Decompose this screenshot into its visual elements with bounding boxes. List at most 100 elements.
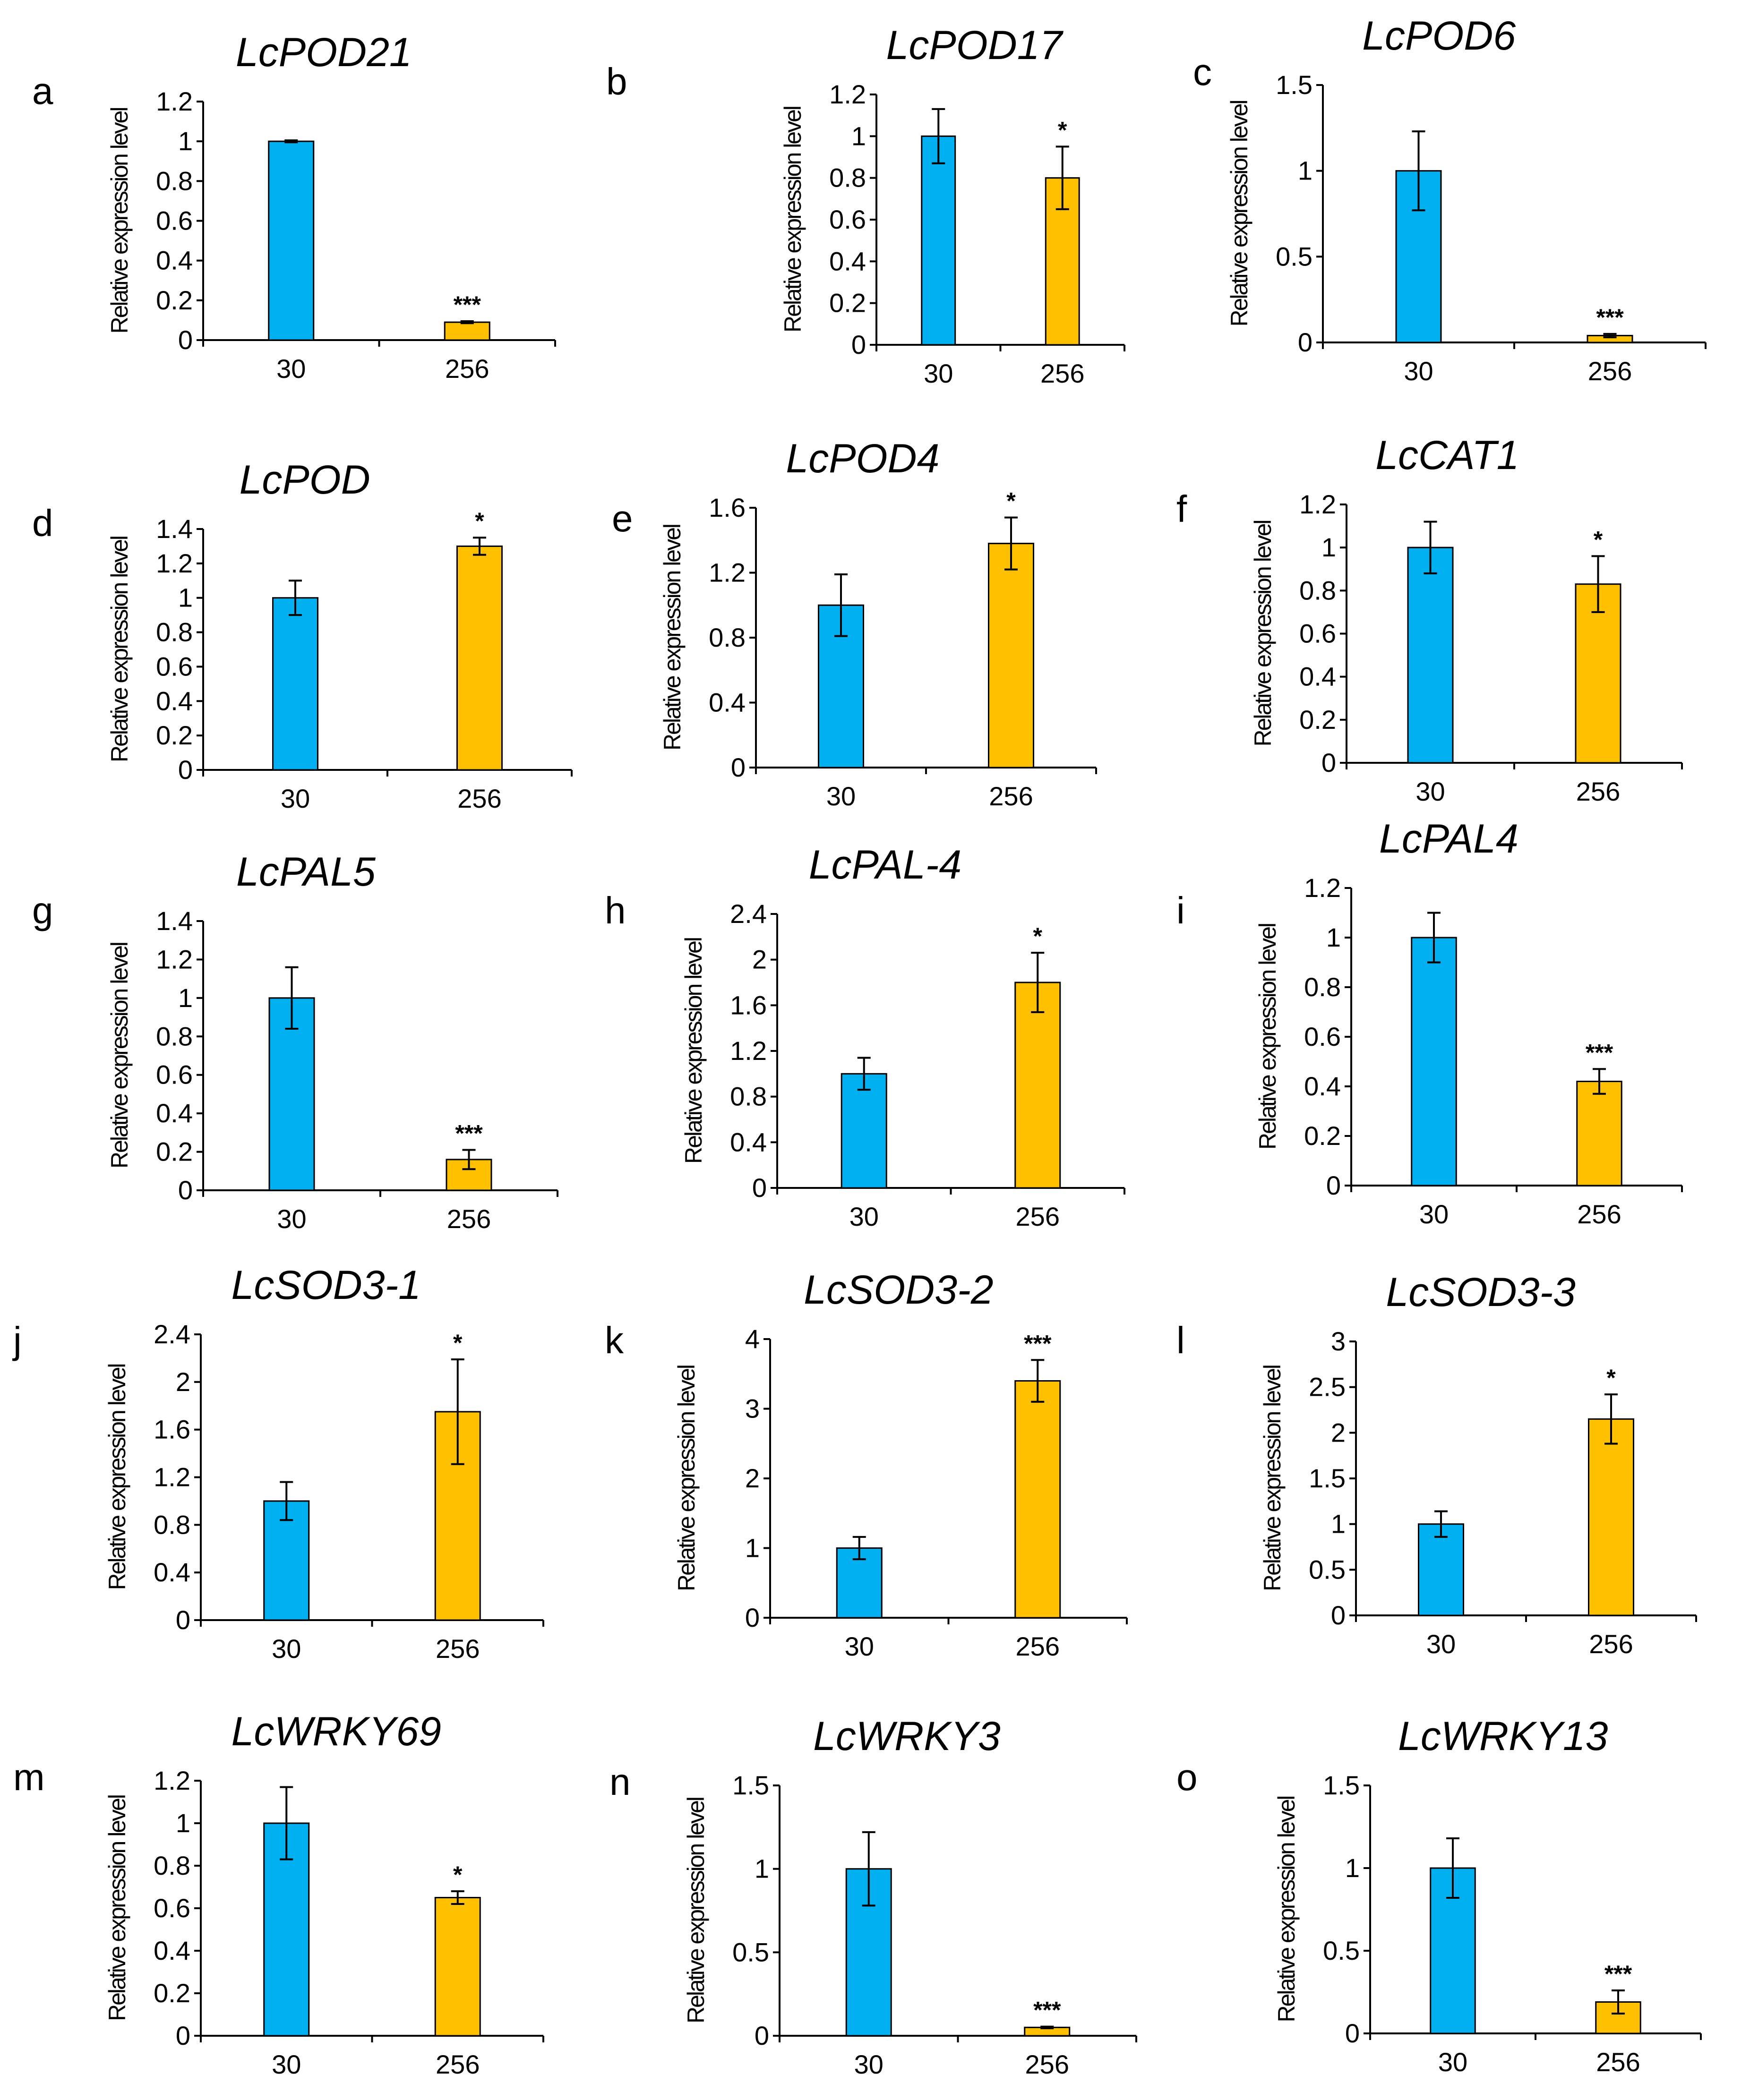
y-tick-label: 0.2 bbox=[156, 1137, 193, 1167]
y-axis-label: Relative expression level bbox=[683, 1798, 709, 2023]
x-category-label: 256 bbox=[1577, 1199, 1621, 1229]
y-tick-label: 0.4 bbox=[156, 1098, 193, 1128]
bar-256 bbox=[1014, 1380, 1061, 1619]
y-tick-label: 0 bbox=[755, 2021, 769, 2050]
y-tick-label: 1 bbox=[1326, 922, 1341, 952]
chart-title: LcPOD4 bbox=[786, 436, 939, 481]
panel-letter: o bbox=[1176, 1756, 1198, 1798]
y-tick-label: 0 bbox=[745, 1603, 760, 1632]
x-category-label: 256 bbox=[1576, 777, 1620, 806]
significance-mark: *** bbox=[1033, 1997, 1061, 2023]
panel-l: l LcSOD3-3 Relative expression level 0 0.5 1 1… bbox=[1176, 1270, 1697, 1659]
y-tick-label: 1 bbox=[178, 126, 193, 156]
significance-mark: * bbox=[453, 1330, 463, 1356]
significance-mark: *** bbox=[1604, 1961, 1632, 1987]
bar-30 bbox=[1418, 1523, 1464, 1616]
chart-title: LcPOD bbox=[240, 457, 370, 503]
panel-b: b LcPOD17 Relative expression level 0 0.2 0.4… bbox=[606, 23, 1125, 388]
y-tick-label: 1 bbox=[176, 1808, 190, 1838]
y-tick-label: 0.8 bbox=[1299, 575, 1336, 605]
y-tick-label: 2 bbox=[745, 1463, 760, 1493]
y-tick-label: 0.4 bbox=[1299, 662, 1336, 691]
panel-letter: h bbox=[605, 889, 626, 931]
y-tick-label: 0.6 bbox=[154, 1893, 190, 1923]
y-tick-label: 1.2 bbox=[829, 79, 866, 109]
y-tick-label: 0.2 bbox=[156, 720, 193, 750]
y-tick-label: 0.5 bbox=[732, 1937, 769, 1967]
x-category-label: 30 bbox=[272, 2049, 301, 2079]
y-axis-label: Relative expression level bbox=[1273, 1796, 1300, 2022]
y-tick-label: 2.4 bbox=[154, 1319, 190, 1349]
y-tick-label: 1 bbox=[1331, 1509, 1346, 1539]
chart-title: LcPAL-4 bbox=[809, 842, 961, 888]
y-tick-label: 2.5 bbox=[1309, 1372, 1346, 1402]
x-category-label: 256 bbox=[445, 354, 489, 384]
y-tick-label: 0.4 bbox=[156, 686, 193, 716]
y-tick-label: 0.4 bbox=[154, 1557, 190, 1587]
bar-256 bbox=[456, 545, 503, 771]
y-tick-label: 0.5 bbox=[1323, 1936, 1360, 1965]
y-axis-label: Relative expression level bbox=[104, 1795, 130, 2021]
y-tick-label: 2.4 bbox=[730, 899, 767, 929]
chart-title: LcSOD3-3 bbox=[1386, 1270, 1576, 1315]
y-tick-label: 1.5 bbox=[1309, 1463, 1346, 1493]
chart-title: LcPAL5 bbox=[236, 849, 376, 895]
panel-letter: m bbox=[13, 1756, 45, 1798]
panel-letter: e bbox=[612, 497, 633, 539]
x-category-label: 30 bbox=[1415, 777, 1445, 806]
chart-title: LcWRKY3 bbox=[813, 1714, 1001, 1759]
y-tick-label: 0.2 bbox=[1299, 705, 1336, 734]
chart-title: LcPAL4 bbox=[1379, 816, 1518, 862]
chart-title: LcPOD17 bbox=[886, 23, 1064, 68]
x-category-label: 256 bbox=[447, 1204, 491, 1234]
y-tick-label: 0.6 bbox=[156, 206, 193, 236]
x-category-label: 256 bbox=[1016, 1202, 1060, 1231]
chart-title: LcSOD3-2 bbox=[804, 1267, 994, 1313]
x-category-label: 30 bbox=[276, 354, 306, 384]
y-tick-label: 0 bbox=[752, 1173, 767, 1203]
y-tick-label: 0 bbox=[1321, 748, 1336, 777]
significance-mark: * bbox=[1006, 488, 1016, 514]
y-tick-label: 0 bbox=[1331, 1600, 1346, 1630]
y-tick-label: 1.2 bbox=[156, 86, 193, 116]
significance-mark: * bbox=[1033, 923, 1043, 949]
x-category-label: 256 bbox=[1588, 356, 1632, 386]
x-category-label: 256 bbox=[1025, 2049, 1069, 2079]
significance-mark: * bbox=[1594, 526, 1603, 553]
significance-mark: *** bbox=[1596, 304, 1624, 331]
panel-h: h LcPAL-4 Relative expression level 0 0.4 0.8… bbox=[605, 842, 1125, 1231]
panel-k: k LcSOD3-2 Relative expression level 0 1 2 3 4 3… bbox=[605, 1267, 1128, 1661]
bar-256 bbox=[1575, 583, 1621, 764]
panel-letter: k bbox=[605, 1319, 624, 1361]
y-tick-label: 0.6 bbox=[1299, 619, 1336, 649]
y-tick-label: 1 bbox=[1345, 1853, 1360, 1883]
x-category-label: 30 bbox=[277, 1204, 306, 1234]
panel-letter: f bbox=[1176, 488, 1187, 530]
y-axis-label: Relative expression level bbox=[1250, 521, 1276, 746]
y-tick-label: 0.4 bbox=[829, 246, 866, 276]
x-category-label: 256 bbox=[1040, 359, 1084, 388]
y-tick-label: 0 bbox=[1345, 2018, 1360, 2048]
y-tick-label: 0.8 bbox=[730, 1082, 767, 1111]
y-tick-label: 1.2 bbox=[1304, 873, 1341, 903]
bar-30 bbox=[841, 1073, 887, 1189]
panel-letter: j bbox=[12, 1319, 22, 1361]
bar-256 bbox=[444, 321, 490, 341]
x-category-label: 30 bbox=[1404, 356, 1433, 386]
y-axis-label: Relative expression level bbox=[680, 938, 707, 1164]
y-tick-label: 1.6 bbox=[154, 1415, 190, 1444]
y-tick-label: 0.4 bbox=[156, 246, 193, 275]
y-tick-label: 0.4 bbox=[154, 1936, 190, 1965]
y-tick-label: 0.8 bbox=[1304, 972, 1341, 1002]
y-tick-label: 1.5 bbox=[1323, 1770, 1360, 1800]
y-tick-label: 1.4 bbox=[156, 906, 193, 936]
bar-256 bbox=[434, 1897, 481, 2037]
y-tick-label: 1.2 bbox=[709, 558, 746, 588]
x-category-label: 30 bbox=[281, 784, 310, 813]
y-tick-label: 0.2 bbox=[156, 285, 193, 315]
y-tick-label: 1.2 bbox=[1299, 489, 1336, 519]
chart-title: LcSOD3-1 bbox=[232, 1263, 421, 1308]
y-tick-label: 0 bbox=[731, 752, 746, 782]
y-tick-label: 0 bbox=[1326, 1170, 1341, 1200]
y-tick-label: 1.2 bbox=[730, 1036, 767, 1066]
